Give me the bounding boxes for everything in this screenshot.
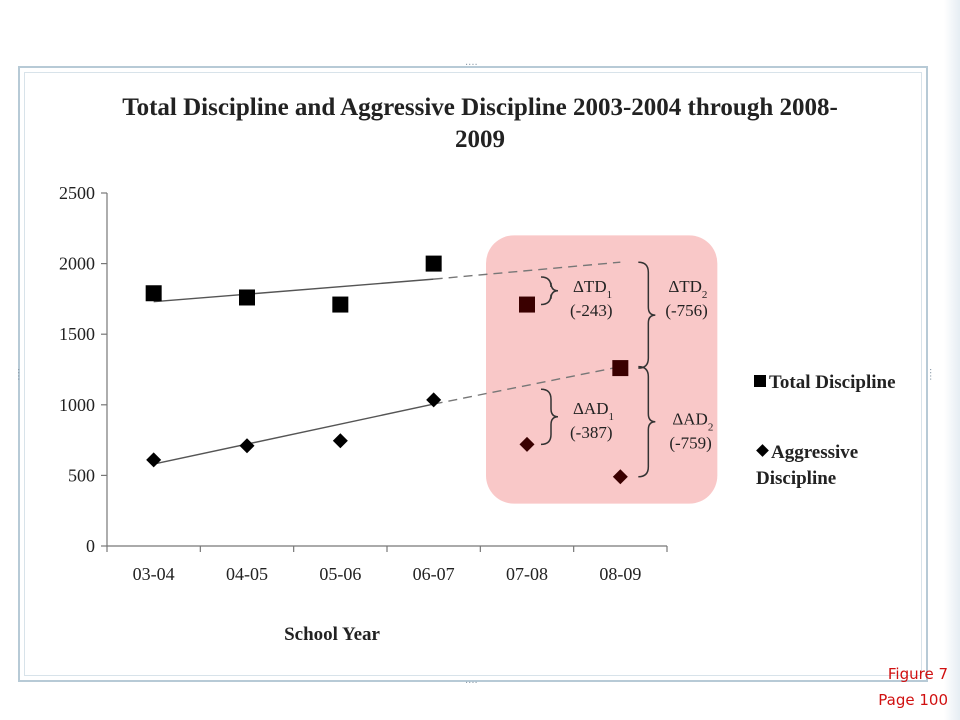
- legend-total-discipline: Total Discipline: [754, 370, 896, 396]
- diamond-marker-icon: [756, 444, 769, 457]
- brace-td2: [638, 261, 656, 369]
- trend-line-1: [153, 403, 434, 465]
- annotation-value-2: (-387): [570, 423, 612, 442]
- slide-edge-strip: [944, 0, 960, 720]
- resize-handle-top[interactable]: ····: [465, 60, 478, 71]
- legend-label-aggressive: Aggressive Discipline: [756, 442, 859, 489]
- projection-line-1: [433, 365, 621, 405]
- annotation-symbol: ΔAD: [573, 399, 609, 418]
- brace-td1: [540, 276, 559, 306]
- y-tick-label: 1000: [59, 395, 95, 415]
- annotation-subscript: 2: [708, 422, 714, 434]
- aggressive-discipline-point: [239, 438, 255, 454]
- annotation-symbol: ΔTD: [573, 277, 607, 296]
- annotation-label-0: ΔTD1: [573, 277, 612, 301]
- brace-ad1: [540, 388, 559, 446]
- x-tick-label: 04-05: [226, 564, 268, 584]
- aggressive-discipline-point: [612, 469, 628, 485]
- x-tick-label: 03-04: [133, 564, 175, 584]
- x-tick-label: 05-06: [319, 564, 361, 584]
- annotation-label-1: ΔTD2: [668, 277, 707, 301]
- projection-line-0: [433, 261, 621, 280]
- annotation-subscript: 2: [702, 289, 708, 301]
- annotation-subscript: 1: [607, 289, 613, 301]
- highlight-region: [486, 235, 718, 504]
- x-tick-label: 08-09: [599, 564, 641, 584]
- aggressive-discipline-point: [426, 392, 442, 408]
- page-number: Page 100: [878, 691, 948, 709]
- chart-frame: [18, 66, 928, 682]
- total-discipline-point: [239, 289, 255, 306]
- resize-handle-left[interactable]: ····: [12, 368, 23, 381]
- trend-line-0: [153, 278, 434, 303]
- aggressive-discipline-point: [519, 436, 535, 452]
- legend-label-total: Total Discipline: [769, 372, 896, 393]
- chart-title: Total Discipline and Aggressive Discipli…: [122, 94, 838, 153]
- total-discipline-point: [332, 296, 349, 313]
- x-tick-label: 07-08: [506, 564, 548, 584]
- y-tick-label: 2500: [59, 183, 95, 203]
- total-discipline-point: [145, 285, 162, 302]
- y-tick-label: 1500: [59, 324, 95, 344]
- total-discipline-point: [425, 255, 442, 272]
- x-tick-label: 06-07: [413, 564, 455, 584]
- x-axis-title: School Year: [284, 624, 380, 645]
- annotation-label-2: ΔAD1: [573, 399, 614, 423]
- annotation-symbol: ΔAD: [672, 410, 708, 429]
- annotation-value-0: (-243): [570, 301, 612, 320]
- square-marker-icon: [754, 375, 766, 387]
- resize-handle-right[interactable]: ····: [924, 368, 935, 381]
- aggressive-discipline-point: [332, 433, 348, 449]
- aggressive-discipline-point: [146, 452, 162, 468]
- y-tick-label: 500: [68, 465, 95, 485]
- figure-number: Figure 7: [887, 665, 948, 683]
- figure-caption: Figure 7 Page 100: [878, 661, 948, 713]
- y-tick-label: 2000: [59, 254, 95, 274]
- resize-handle-bottom[interactable]: ····: [465, 678, 478, 689]
- annotation-symbol: ΔTD: [668, 277, 702, 296]
- y-tick-label: 0: [86, 536, 95, 556]
- annotation-label-3: ΔAD2: [672, 410, 713, 434]
- legend-aggressive-discipline: Aggressive Discipline: [756, 440, 886, 492]
- total-discipline-point: [519, 296, 535, 313]
- annotation-subscript: 1: [609, 411, 615, 423]
- annotation-value-3: (-759): [669, 434, 711, 453]
- annotation-value-1: (-756): [665, 301, 707, 320]
- total-discipline-point: [612, 360, 629, 377]
- brace-ad2: [638, 365, 656, 478]
- chart-frame-inner: [24, 72, 922, 676]
